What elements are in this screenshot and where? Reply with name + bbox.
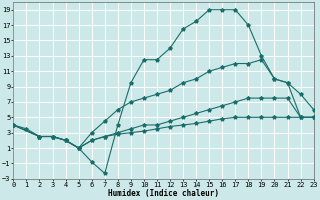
X-axis label: Humidex (Indice chaleur): Humidex (Indice chaleur) [108,189,219,198]
